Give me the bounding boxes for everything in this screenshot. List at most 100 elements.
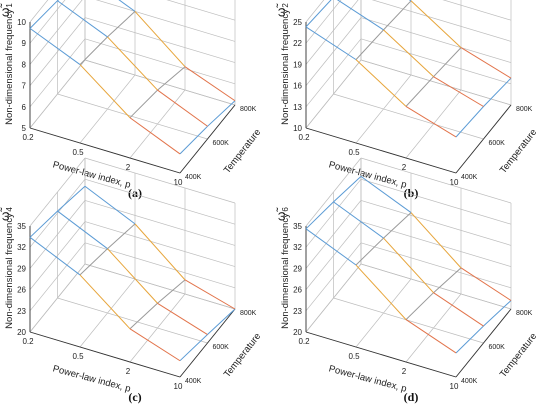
y-axis-title: Non-dimensional frequency	[280, 213, 291, 329]
y-tick-label: 32	[293, 243, 302, 252]
surface-line-800K	[118, 0, 136, 12]
surface-line-800K	[408, 0, 412, 2]
back-wall-gridline	[360, 178, 512, 225]
z-tick-label: 800K	[240, 106, 257, 113]
side-wall-gridline	[305, 0, 325, 23]
y-tick-label: 23	[293, 307, 302, 316]
back-wall-gridline	[84, 17, 236, 63]
y-tick-label: 16	[293, 82, 302, 91]
side-wall-gridline	[29, 0, 49, 23]
y-tick-label: 26	[17, 286, 26, 295]
floor-gridline	[360, 59, 512, 106]
x-tick-label: 10	[174, 382, 183, 391]
z-axis-title: Temperature	[222, 127, 264, 176]
surface-line-600K	[107, 248, 158, 304]
surface-line-p-2	[405, 267, 462, 320]
surface-line-600K	[333, 201, 384, 239]
frequency-symbol-subscript: 2	[281, 3, 290, 8]
surface-line-400K	[129, 117, 181, 155]
y-tick-label: 8	[22, 60, 27, 69]
z-tick-label: 400K	[185, 174, 202, 181]
surface-line-400K	[355, 264, 407, 320]
x-axis-line	[305, 331, 457, 378]
surface-line-p-2	[129, 66, 186, 119]
x-tick-label: 0.2	[22, 133, 34, 142]
z-axis-line	[455, 104, 512, 174]
y-tick-label: 26	[293, 286, 302, 295]
back-wall-gridline	[166, 0, 236, 21]
y-tick-label: 32	[17, 243, 26, 252]
surface-line-800K	[410, 212, 462, 269]
y-tick-label: 7	[22, 82, 27, 91]
back-wall-gridline	[360, 157, 512, 204]
y-tick-label: 5	[22, 124, 27, 133]
back-wall-gridline	[84, 200, 236, 246]
z-tick-label: 600K	[489, 344, 506, 351]
surface-line-400K	[305, 228, 357, 266]
frequency-symbol: ω̃1	[0, 3, 14, 17]
surface-line-800K	[460, 267, 512, 301]
y-tick-label: 9	[22, 39, 27, 48]
grid-lines	[305, 0, 512, 174]
floor-gridline	[57, 93, 208, 140]
x-axis-title: Power-law index, p	[51, 159, 131, 190]
surface-line-p-0.2	[305, 0, 332, 28]
floor-gridline	[84, 263, 236, 310]
z-axis-line	[455, 308, 512, 378]
x-tick-label: 2	[402, 163, 407, 172]
surface-line-800K	[410, 0, 462, 48]
surface-line-600K	[107, 36, 158, 91]
back-wall-gridline	[84, 178, 236, 225]
surface-line-600K	[383, 29, 434, 78]
z-tick-label: 600K	[213, 140, 230, 147]
x-tick-label: 2	[402, 367, 407, 376]
x-tick-label: 0.5	[348, 352, 360, 361]
frequency-symbol: ω̃6	[274, 207, 290, 221]
y-axis-title: Non-dimensional frequency	[4, 9, 15, 125]
z-axis-line	[179, 308, 236, 378]
x-tick-label: 0.5	[348, 148, 360, 157]
floor-gridline	[360, 263, 512, 310]
back-wall-gridline	[84, 221, 236, 267]
z-axis-line	[179, 104, 236, 174]
x-tick-label: 0.2	[298, 337, 310, 346]
back-wall-gridline	[84, 242, 236, 289]
surface-line-600K	[433, 76, 484, 107]
y-tick-label: 19	[293, 60, 302, 69]
surface-line-p-0.2	[29, 0, 59, 29]
back-wall-gridline	[360, 200, 512, 246]
z-tick-label: 400K	[461, 378, 478, 385]
surface-line-400K	[79, 64, 131, 119]
y-tick-label: 10	[293, 124, 302, 133]
z-axis-title: Temperature	[498, 127, 540, 176]
x-tick-label: 0.5	[72, 352, 84, 361]
surface-line-400K	[405, 105, 457, 138]
surface-line-600K	[57, 0, 108, 38]
y-tick-label: 20	[293, 328, 302, 337]
panel-caption: (c)	[128, 390, 141, 404]
surface-line-800K	[134, 223, 186, 281]
x-tick-label: 10	[450, 382, 459, 391]
back-wall-gridline	[360, 38, 512, 85]
surface-line-400K	[129, 328, 181, 362]
z-tick-label: 400K	[185, 378, 202, 385]
x-tick-label: 2	[126, 367, 131, 376]
back-wall-gridline	[84, 38, 236, 85]
grid-lines	[29, 0, 236, 174]
surface-line-400K	[79, 274, 131, 330]
surface-line-600K	[57, 210, 108, 250]
panel-caption: (d)	[404, 390, 419, 404]
surface-line-800K	[360, 175, 412, 213]
y-tick-label: 35	[293, 222, 302, 231]
floor-gridline	[333, 297, 484, 344]
x-tick-label: 2	[126, 163, 131, 172]
surface-line-400K	[305, 26, 357, 61]
y-tick-label: 10	[17, 18, 26, 27]
surface-line-800K	[184, 279, 236, 310]
surface-line-400K	[29, 236, 81, 276]
surface-line-400K	[355, 59, 407, 107]
frequency-symbol: ω̃2	[274, 3, 290, 17]
z-tick-label: 600K	[489, 140, 506, 147]
